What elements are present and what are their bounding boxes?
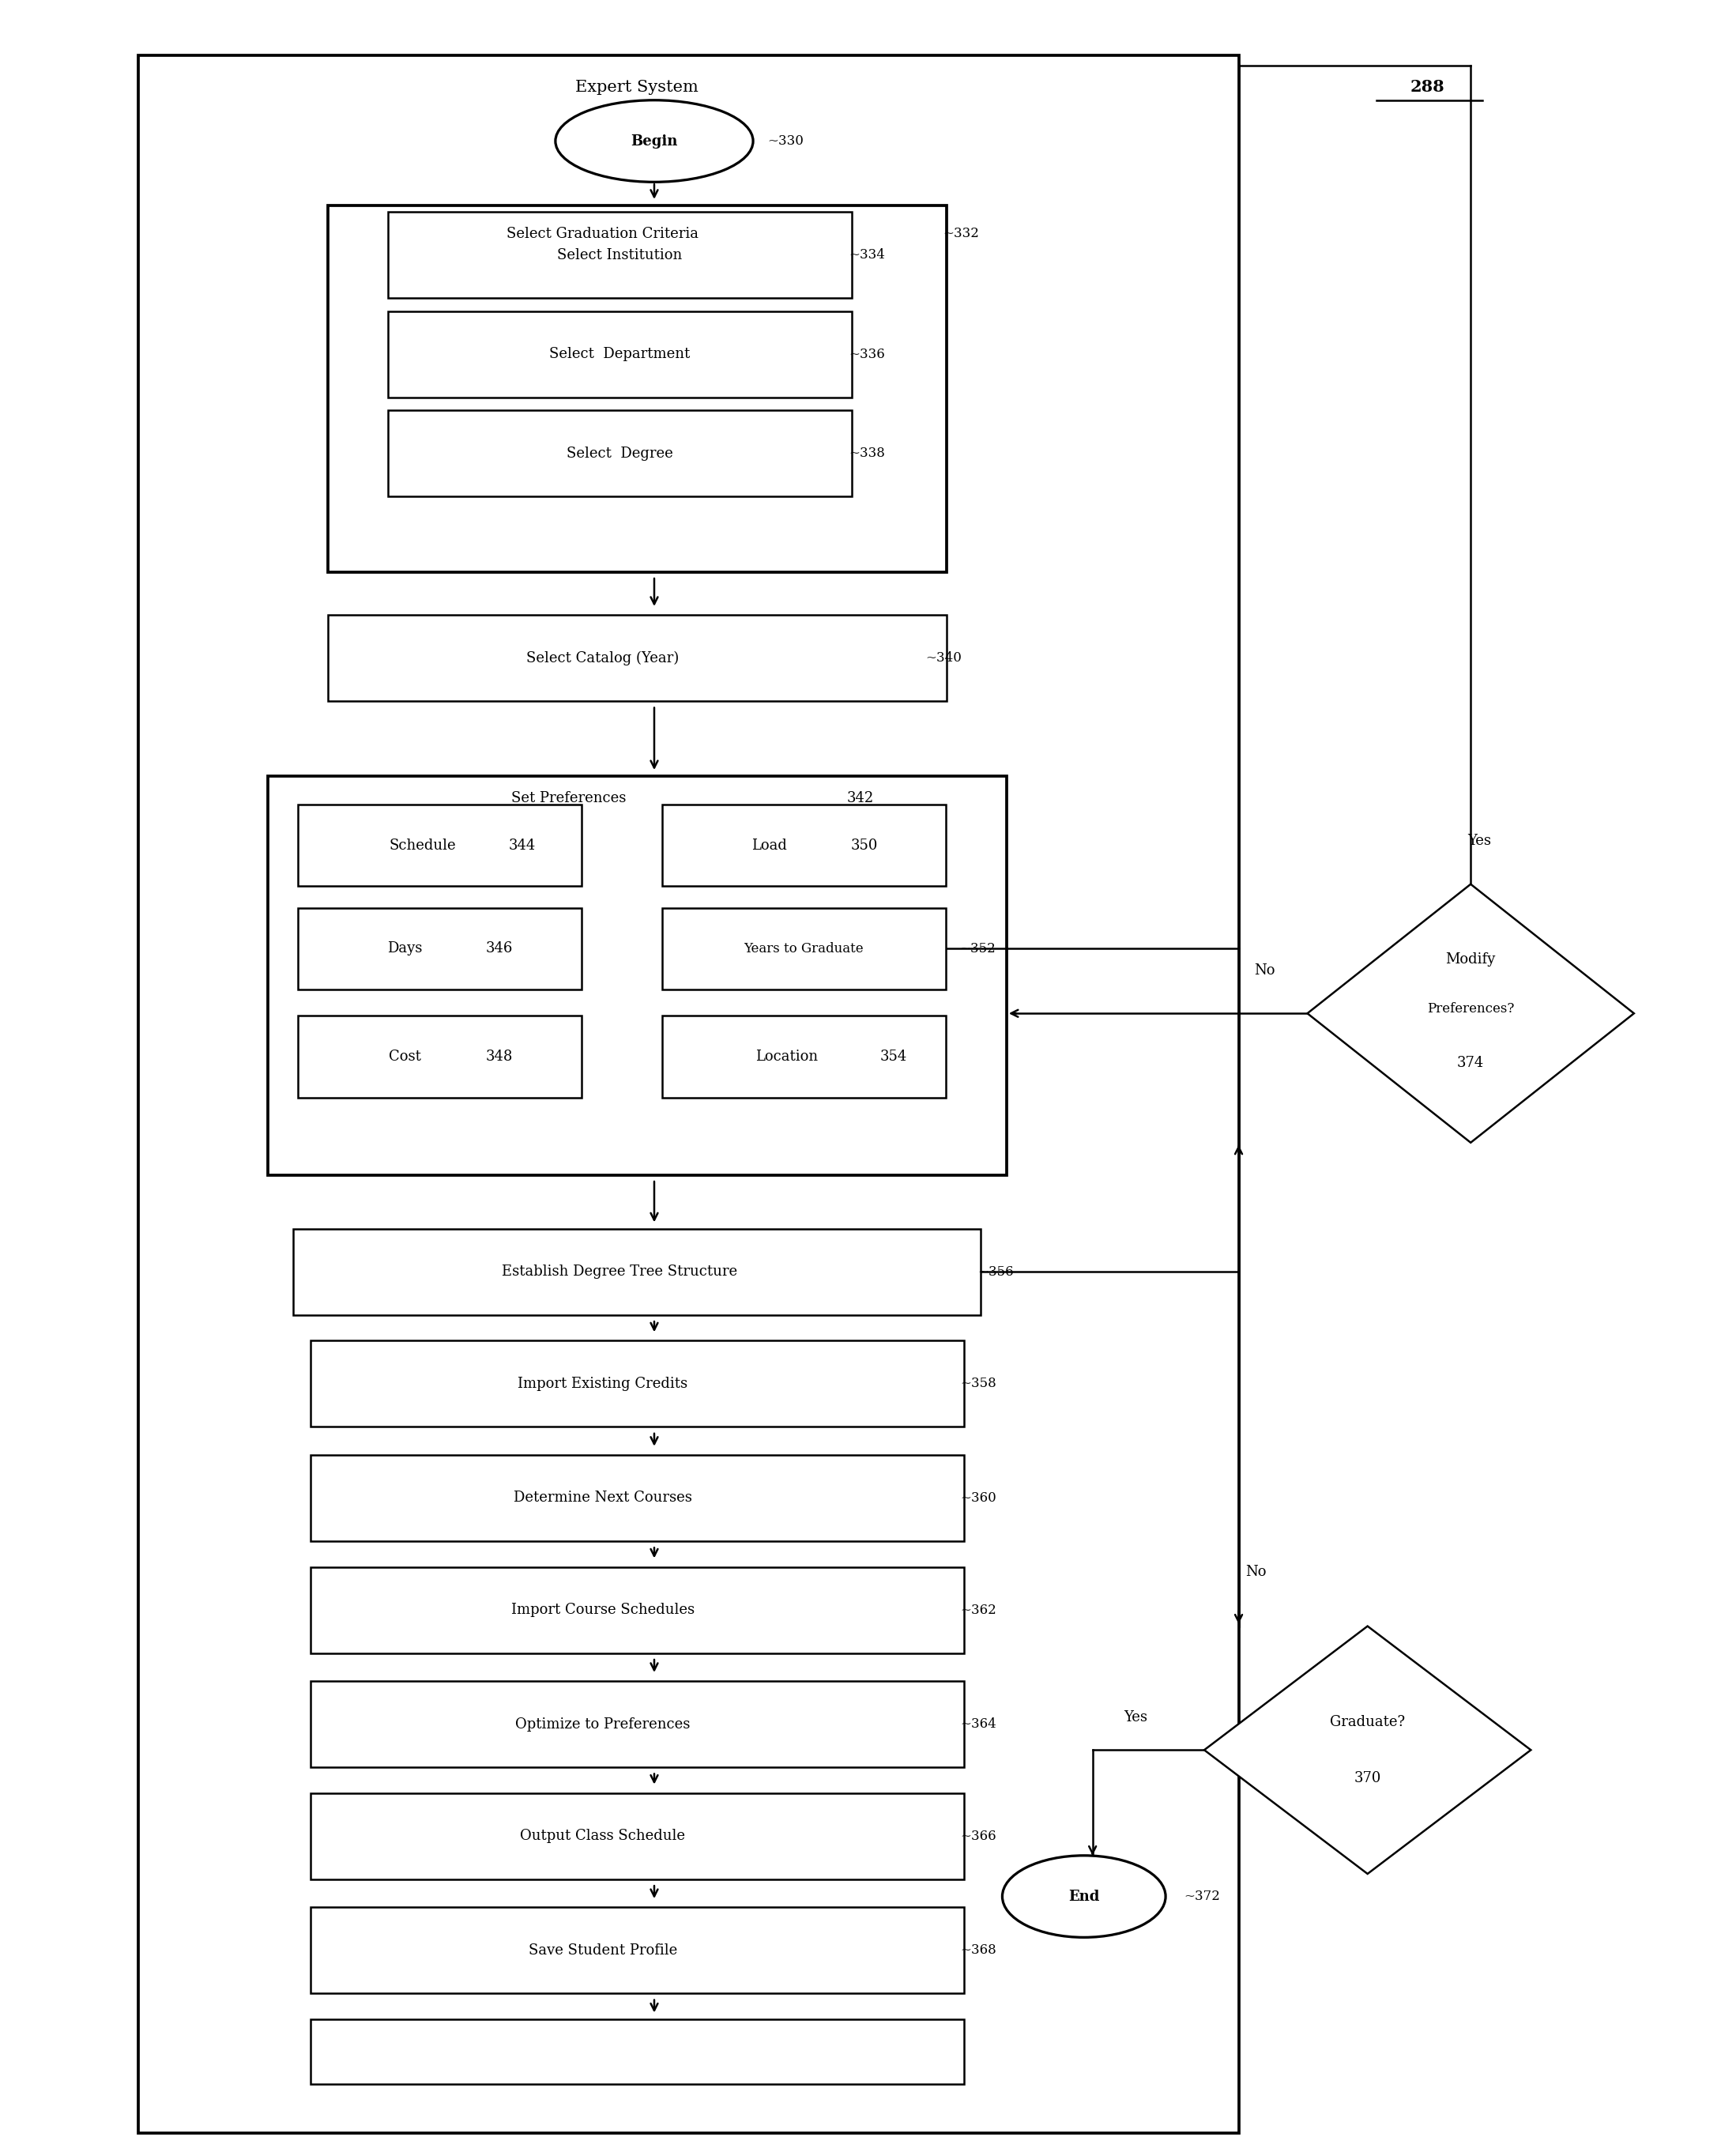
Text: Yes: Yes	[1124, 1710, 1148, 1725]
Text: Load: Load	[752, 839, 786, 852]
Text: Select  Degree: Select Degree	[566, 446, 673, 461]
Text: Schedule: Schedule	[389, 839, 456, 852]
FancyBboxPatch shape	[327, 205, 947, 571]
Text: ~368: ~368	[960, 1943, 996, 1958]
Text: ~338: ~338	[848, 446, 885, 459]
Text: ~340: ~340	[926, 651, 962, 664]
FancyBboxPatch shape	[387, 410, 852, 496]
Text: Import Course Schedules: Import Course Schedules	[511, 1602, 694, 1617]
FancyBboxPatch shape	[298, 1015, 582, 1097]
FancyBboxPatch shape	[310, 2020, 964, 2085]
FancyBboxPatch shape	[663, 1015, 945, 1097]
FancyBboxPatch shape	[310, 1682, 964, 1768]
Text: Expert System: Expert System	[575, 80, 699, 95]
FancyBboxPatch shape	[310, 1455, 964, 1542]
Text: ~372: ~372	[1184, 1889, 1220, 1904]
Text: Graduate?: Graduate?	[1330, 1714, 1404, 1729]
Text: ~334: ~334	[848, 248, 885, 263]
FancyBboxPatch shape	[327, 614, 947, 701]
Text: Begin: Begin	[632, 134, 678, 149]
Text: End: End	[1069, 1889, 1100, 1904]
Text: Preferences?: Preferences?	[1427, 1003, 1514, 1015]
Text: 354: 354	[879, 1050, 907, 1063]
Text: Select Catalog (Year): Select Catalog (Year)	[527, 651, 680, 666]
Text: ~362: ~362	[960, 1604, 996, 1617]
FancyBboxPatch shape	[293, 1229, 981, 1315]
Text: Select Graduation Criteria: Select Graduation Criteria	[506, 226, 699, 241]
Text: Location: Location	[756, 1050, 817, 1063]
Text: Determine Next Courses: Determine Next Courses	[513, 1492, 692, 1505]
FancyBboxPatch shape	[310, 1908, 964, 1994]
Text: Select  Department: Select Department	[549, 347, 690, 362]
Ellipse shape	[556, 99, 754, 181]
Text: Output Class Schedule: Output Class Schedule	[520, 1828, 685, 1843]
FancyBboxPatch shape	[298, 804, 582, 886]
Text: ~352: ~352	[959, 942, 995, 955]
Ellipse shape	[1002, 1856, 1165, 1938]
Text: Select Institution: Select Institution	[558, 248, 683, 263]
Text: 342: 342	[847, 791, 874, 804]
Text: Optimize to Preferences: Optimize to Preferences	[515, 1716, 690, 1731]
Text: ~364: ~364	[960, 1718, 996, 1731]
FancyBboxPatch shape	[310, 1794, 964, 1880]
FancyBboxPatch shape	[387, 211, 852, 298]
Text: 370: 370	[1354, 1770, 1382, 1785]
FancyBboxPatch shape	[663, 908, 945, 990]
Text: ~360: ~360	[960, 1492, 996, 1505]
Text: 348: 348	[485, 1050, 513, 1063]
FancyBboxPatch shape	[267, 776, 1007, 1175]
Text: Save Student Profile: Save Student Profile	[528, 1943, 676, 1958]
Text: ~366: ~366	[960, 1830, 996, 1843]
Text: Modify: Modify	[1446, 953, 1496, 966]
Text: Cost: Cost	[389, 1050, 422, 1063]
Text: 288: 288	[1411, 80, 1446, 95]
Text: No: No	[1246, 1565, 1267, 1580]
FancyBboxPatch shape	[139, 54, 1239, 2134]
FancyBboxPatch shape	[298, 908, 582, 990]
Text: 374: 374	[1458, 1056, 1484, 1069]
Text: ~358: ~358	[960, 1378, 996, 1391]
Text: Establish Degree Tree Structure: Establish Degree Tree Structure	[503, 1266, 738, 1279]
Polygon shape	[1205, 1626, 1532, 1874]
Text: Years to Graduate: Years to Graduate	[743, 942, 864, 955]
FancyBboxPatch shape	[387, 310, 852, 397]
Text: 344: 344	[508, 839, 535, 852]
Text: ~336: ~336	[848, 347, 885, 360]
FancyBboxPatch shape	[310, 1341, 964, 1427]
Text: Set Preferences: Set Preferences	[511, 791, 626, 804]
Text: 350: 350	[850, 839, 878, 852]
Text: Import Existing Credits: Import Existing Credits	[518, 1378, 688, 1391]
Text: ~330: ~330	[768, 134, 804, 149]
FancyBboxPatch shape	[663, 804, 945, 886]
Text: Days: Days	[387, 942, 423, 955]
Text: ~332: ~332	[943, 226, 979, 241]
Text: ~356: ~356	[978, 1266, 1014, 1279]
Text: Yes: Yes	[1468, 834, 1490, 847]
Text: No: No	[1255, 964, 1275, 977]
Text: 346: 346	[485, 942, 513, 955]
FancyBboxPatch shape	[310, 1567, 964, 1654]
Polygon shape	[1308, 884, 1633, 1143]
